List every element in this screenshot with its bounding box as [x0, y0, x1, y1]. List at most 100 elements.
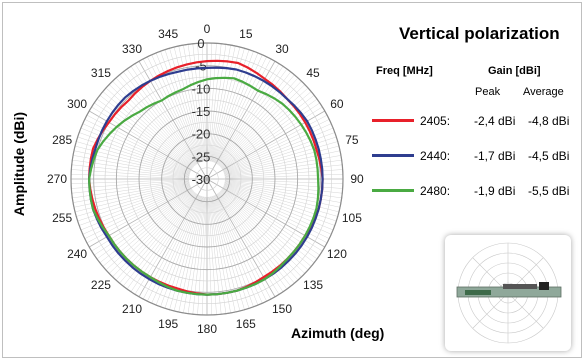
angle-tick-label: 45 [306, 66, 320, 80]
grid-spoke [71, 179, 190, 184]
grid-spoke [222, 106, 323, 170]
grid-spoke [219, 84, 306, 167]
angle-tick-label: 285 [52, 133, 72, 147]
grid-spoke [84, 186, 191, 239]
series-line-green [88, 76, 320, 296]
grid-ring [127, 99, 287, 259]
grid-spoke [213, 52, 259, 163]
grid-spoke [216, 63, 280, 164]
angle-tick-label: 315 [91, 66, 111, 80]
legend-freq: 2480: [420, 184, 451, 198]
peak-header: Peak [475, 86, 501, 98]
grid-spoke [214, 195, 267, 302]
grid-spoke [142, 58, 199, 164]
grid-spoke [147, 195, 200, 302]
grid-spoke [209, 44, 227, 162]
grid-spoke [147, 56, 200, 163]
radial-tick-label: -25 [192, 149, 211, 164]
grid-ring [195, 167, 219, 191]
grid-spoke [220, 87, 309, 168]
grid-spoke [214, 56, 267, 163]
legend-row-2480: 2480: -1,9 dBi -5,5 dBi [370, 183, 580, 199]
angle-tick-label: 90 [350, 172, 364, 186]
grid-ring [161, 133, 253, 225]
grid-spoke [187, 196, 205, 314]
angle-tick-label: 345 [158, 27, 178, 41]
legend-row-2440: 2440: -1,7 dBi -4,5 dBi [370, 148, 580, 164]
angle-tick-label: 105 [342, 211, 362, 225]
radial-tick-label: -5 [195, 59, 207, 74]
angle-tick-label: 300 [67, 97, 87, 111]
radial-tick-label: -20 [192, 127, 211, 142]
grid-spoke [210, 45, 236, 162]
grid-spoke [211, 46, 241, 162]
grid-spoke [218, 77, 299, 166]
chart-title: Vertical polarization [399, 24, 560, 43]
gain-header: Gain [dBi] [488, 65, 541, 77]
legend-peak: -1,7 dBi [474, 149, 516, 163]
grid-spoke [221, 98, 318, 169]
grid-spoke [155, 52, 201, 163]
grid-spoke [217, 68, 288, 165]
grid-ring [82, 54, 332, 304]
angle-tick-label: 240 [67, 247, 87, 261]
radial-tick-label: -15 [192, 104, 211, 119]
grid-spoke [221, 95, 315, 169]
legend-swatch-red [372, 119, 414, 122]
grid-spoke [126, 68, 197, 165]
angle-tick-label: 15 [239, 27, 253, 41]
antenna-board-photo [445, 235, 571, 351]
grid-ring [115, 87, 299, 271]
legend-swatch-blue [372, 154, 414, 157]
angle-tick-label: 255 [52, 211, 72, 225]
grid-spoke [164, 49, 202, 162]
grid-ring [104, 76, 310, 282]
grid-ring [183, 155, 231, 203]
legend-freq: 2440: [420, 149, 451, 163]
grid-spoke [218, 74, 295, 166]
grid-spoke [211, 48, 245, 162]
grid-ring [150, 122, 264, 236]
radial-tick-label: -10 [192, 81, 211, 96]
angle-tick-label: 195 [158, 317, 178, 331]
radial-tick-label: -30 [192, 172, 211, 187]
angle-tick-label: 75 [345, 133, 359, 147]
grid-spoke [217, 71, 291, 165]
angle-tick-label: 225 [91, 278, 111, 292]
grid-spoke [119, 74, 196, 166]
legend-average: -5,5 dBi [528, 184, 570, 198]
legend-swatch-green [372, 189, 414, 192]
grid-spoke [212, 51, 254, 163]
grid-spoke [216, 66, 284, 165]
grid-spoke [223, 186, 330, 239]
angle-tick-label: 330 [122, 42, 142, 56]
legend-row-2405: 2405: -2,4 dBi -4,8 dBi [370, 113, 580, 129]
polar-chart: 0 -5 -10 -15 -20 -25 -30 0 15 30 45 60 75 90 105 120 135… [47, 22, 364, 336]
angle-tick-label: 180 [197, 322, 217, 336]
grid-spoke [219, 80, 302, 167]
angle-tick-label: 60 [330, 97, 344, 111]
grid-spoke [115, 77, 196, 166]
legend-peak: -1,9 dBi [474, 184, 516, 198]
angle-tick-label: 0 [204, 22, 211, 36]
grid-spoke [123, 71, 197, 165]
legend-peak: -2,4 dBi [474, 114, 516, 128]
grid-spoke [202, 43, 207, 162]
angle-tick-label: 30 [275, 42, 289, 56]
grid-spoke [208, 43, 222, 162]
grid-spoke [207, 43, 212, 162]
legend-average: -4,5 dBi [528, 149, 570, 163]
grid-spoke [160, 51, 202, 163]
grid-spoke [209, 196, 227, 314]
grid-ring [138, 110, 276, 248]
angle-tick-label: 120 [327, 247, 347, 261]
legend-average: -4,8 dBi [528, 114, 570, 128]
grid-spoke [151, 54, 200, 163]
antenna-board-icon [456, 242, 562, 344]
angle-tick-label: 135 [303, 278, 323, 292]
radial-tick-label: 0 [197, 36, 204, 51]
y-axis-label: Amplitude (dBi) [11, 111, 27, 217]
grid-ring [172, 144, 242, 214]
x-axis-label: Azimuth (deg) [291, 325, 385, 341]
